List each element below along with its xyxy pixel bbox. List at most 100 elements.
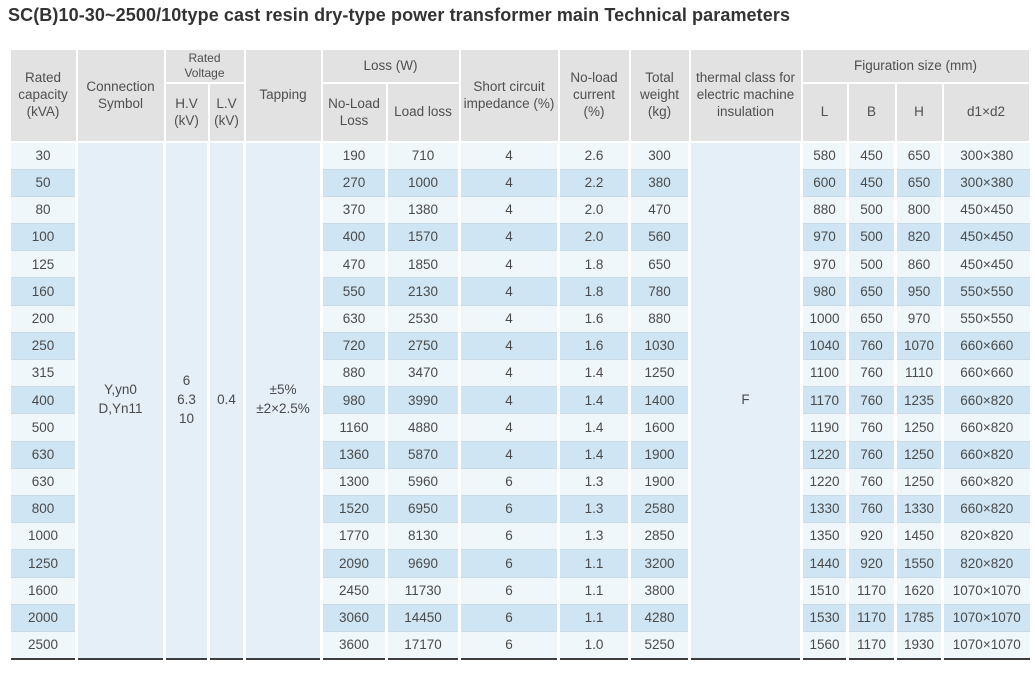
cell-size-b: 500 [846,195,896,224]
cell-rated-capacity: 1000 [8,522,77,550]
cell-size-h: 1110 [894,358,943,387]
cell-total-weight: 650 [628,250,690,278]
cell-size-l: 1530 [800,603,848,632]
cell-rated-capacity: 315 [8,358,77,387]
cell-no-load-loss: 1160 [320,413,387,442]
cell-size-h: 1070 [894,331,943,360]
cell-size-b: 650 [846,277,896,306]
cell-load-loss: 17170 [385,630,460,659]
cell-size-l: 1330 [800,494,848,523]
cell-size-l: 1040 [800,331,848,360]
cell-impedance: 4 [458,250,559,278]
cell-rated-capacity: 1600 [8,576,77,605]
cell-size-b: 760 [846,494,896,523]
col-header-figuration-size: Figuration size (mm) [800,48,1031,84]
col-header-no-load-current: No-load current (%) [557,48,631,143]
cell-rated-capacity: 200 [8,304,77,333]
cell-rated-capacity: 500 [8,413,77,442]
cell-size-h: 1250 [894,440,943,469]
cell-size-l: 1350 [800,522,848,550]
cell-size-h: 800 [894,195,943,224]
table-row: 800 1520 6950 6 1.3 2580 1330 760 1330 660×820 [8,494,1030,523]
cell-total-weight: 3800 [628,576,690,605]
cell-impedance: 4 [458,304,559,333]
cell-size-h: 1250 [894,467,943,496]
cell-total-weight: 470 [628,195,690,224]
cell-total-weight: 1250 [628,358,690,387]
cell-no-load-current: 1.6 [557,304,630,333]
cell-load-loss: 3470 [385,358,460,387]
cell-no-load-current: 2.0 [557,223,630,251]
cell-no-load-loss: 400 [320,223,387,251]
cell-no-load-loss: 1520 [320,494,387,523]
cell-size-b: 1170 [846,603,896,632]
cell-impedance: 4 [458,386,559,414]
cell-impedance: 6 [458,467,559,496]
cell-size-d1d2: 1070×1070 [940,576,1030,605]
cell-rated-capacity: 2000 [8,603,77,632]
cell-size-d1d2: 450×450 [940,195,1030,224]
cell-size-b: 760 [846,386,896,414]
cell-total-weight: 380 [628,168,690,197]
cell-rated-capacity: 50 [8,168,77,197]
cell-no-load-current: 2.6 [557,141,630,170]
cell-load-loss: 2750 [385,331,460,360]
table-row: 250 720 2750 4 1.6 1030 1040 760 1070 660×660 [8,331,1030,360]
cell-no-load-loss: 1300 [320,467,387,496]
cell-size-d1d2: 300×380 [940,141,1030,170]
cell-lv: 0.4 [207,141,245,659]
cell-impedance: 4 [458,141,559,170]
cell-total-weight: 2850 [628,522,690,550]
cell-impedance: 4 [458,277,559,306]
cell-size-l: 1100 [800,358,848,387]
cell-size-l: 580 [800,141,848,170]
cell-no-load-loss: 270 [320,168,387,197]
cell-no-load-current: 1.1 [557,603,630,632]
cell-no-load-loss: 370 [320,195,387,224]
col-header-b: B [846,82,897,143]
cell-impedance: 4 [458,223,559,251]
cell-size-d1d2: 820×820 [940,549,1030,577]
cell-size-l: 1170 [800,386,848,414]
cell-size-d1d2: 550×550 [940,304,1030,333]
cell-size-d1d2: 660×660 [940,358,1030,387]
cell-size-b: 760 [846,440,896,469]
cell-rated-capacity: 80 [8,195,77,224]
cell-impedance: 4 [458,413,559,442]
cell-size-b: 1170 [846,630,896,659]
cell-load-loss: 6950 [385,494,460,523]
cell-no-load-current: 1.8 [557,277,630,306]
col-header-tapping: Tapping [243,48,323,143]
cell-size-d1d2: 450×450 [940,223,1030,251]
cell-no-load-loss: 2090 [320,549,387,577]
cell-impedance: 4 [458,440,559,469]
cell-load-loss: 8130 [385,522,460,550]
table-row: 2500 3600 17170 6 1.0 5250 1560 1170 1930 1070×10… [8,630,1030,659]
cell-size-h: 970 [894,304,943,333]
cell-no-load-current: 1.4 [557,440,630,469]
cell-connection-symbol: Y,yn0 D,Yn11 [75,141,165,659]
cell-impedance: 4 [458,358,559,387]
cell-total-weight: 3200 [628,549,690,577]
cell-total-weight: 560 [628,223,690,251]
cell-impedance: 6 [458,494,559,523]
cell-rated-capacity: 630 [8,467,77,496]
cell-rated-capacity: 800 [8,494,77,523]
table-row: 400 980 3990 4 1.4 1400 1170 760 1235 660×820 [8,386,1030,414]
cell-total-weight: 1400 [628,386,690,414]
cell-no-load-current: 1.1 [557,576,630,605]
cell-size-d1d2: 660×660 [940,331,1030,360]
cell-thermal-class: F [688,141,802,659]
table-row: 630 1360 5870 4 1.4 1900 1220 760 1250 660×820 [8,440,1030,469]
cell-no-load-loss: 190 [320,141,387,170]
cell-size-d1d2: 660×820 [940,386,1030,414]
cell-load-loss: 1000 [385,168,460,197]
cell-load-loss: 3990 [385,386,460,414]
col-header-lv: L.V (kV) [207,82,246,143]
table-row: 630 1300 5960 6 1.3 1900 1220 760 1250 660×820 [8,467,1030,496]
cell-size-b: 500 [846,250,896,278]
cell-size-b: 450 [846,168,896,197]
cell-load-loss: 11730 [385,576,460,605]
table-body: 30 Y,yn0 D,Yn11 6 6.3 10 0.4 ±5% ±2×2.5% 190 710 4 2… [8,141,1030,659]
cell-rated-capacity: 30 [8,141,77,170]
